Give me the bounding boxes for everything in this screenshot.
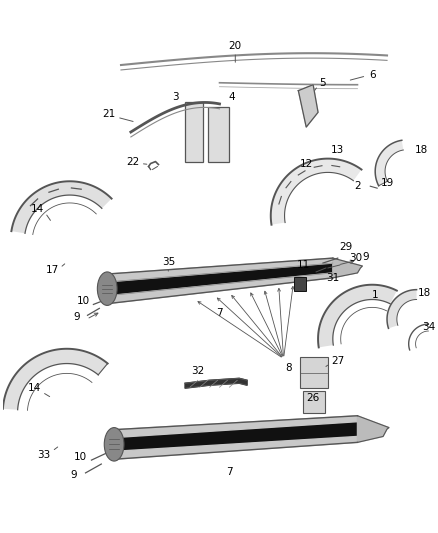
- Polygon shape: [318, 285, 397, 348]
- Text: 9: 9: [362, 252, 369, 262]
- Text: 3: 3: [172, 92, 179, 102]
- Polygon shape: [271, 159, 361, 225]
- Text: 13: 13: [331, 145, 344, 155]
- Text: 35: 35: [162, 257, 175, 267]
- Text: 9: 9: [73, 312, 80, 322]
- Text: 18: 18: [418, 288, 431, 297]
- Bar: [185, 102, 203, 161]
- Text: 14: 14: [28, 383, 41, 393]
- Text: 22: 22: [126, 157, 139, 167]
- Polygon shape: [116, 416, 357, 438]
- Text: 11: 11: [297, 260, 310, 270]
- Text: 2: 2: [354, 181, 361, 191]
- Text: 10: 10: [74, 452, 87, 462]
- Text: 19: 19: [380, 178, 394, 188]
- Text: 9: 9: [71, 470, 77, 480]
- Bar: [294, 277, 306, 290]
- Text: 18: 18: [415, 145, 428, 155]
- Text: 4: 4: [228, 92, 235, 102]
- Bar: [303, 391, 325, 413]
- Text: 27: 27: [331, 356, 344, 366]
- Polygon shape: [185, 378, 247, 388]
- Text: 20: 20: [229, 41, 242, 51]
- Bar: [300, 357, 328, 388]
- Text: 12: 12: [300, 158, 313, 168]
- Bar: [208, 107, 230, 161]
- Text: 31: 31: [326, 273, 339, 283]
- Text: 7: 7: [216, 308, 223, 318]
- Text: 17: 17: [46, 265, 59, 275]
- Text: 34: 34: [422, 322, 435, 332]
- Polygon shape: [3, 349, 108, 410]
- Text: 21: 21: [102, 109, 116, 119]
- Polygon shape: [116, 422, 357, 451]
- Polygon shape: [109, 273, 333, 303]
- Text: 30: 30: [349, 253, 362, 263]
- Ellipse shape: [97, 272, 117, 305]
- Text: 8: 8: [285, 364, 292, 374]
- Polygon shape: [387, 289, 417, 328]
- Polygon shape: [357, 416, 389, 442]
- Text: 10: 10: [77, 296, 90, 306]
- Ellipse shape: [104, 427, 124, 461]
- Text: 1: 1: [372, 289, 378, 300]
- Polygon shape: [298, 85, 318, 127]
- Text: 29: 29: [339, 243, 352, 252]
- Polygon shape: [333, 258, 362, 278]
- Polygon shape: [11, 181, 112, 233]
- Text: 6: 6: [369, 70, 375, 80]
- Text: 33: 33: [38, 450, 51, 460]
- Polygon shape: [116, 437, 357, 459]
- Text: 7: 7: [226, 467, 233, 477]
- Text: 14: 14: [31, 204, 44, 214]
- Text: 32: 32: [191, 366, 205, 376]
- Text: 26: 26: [307, 393, 320, 403]
- Text: 5: 5: [320, 78, 326, 88]
- Polygon shape: [375, 140, 403, 185]
- Polygon shape: [109, 258, 333, 282]
- Polygon shape: [109, 263, 333, 296]
